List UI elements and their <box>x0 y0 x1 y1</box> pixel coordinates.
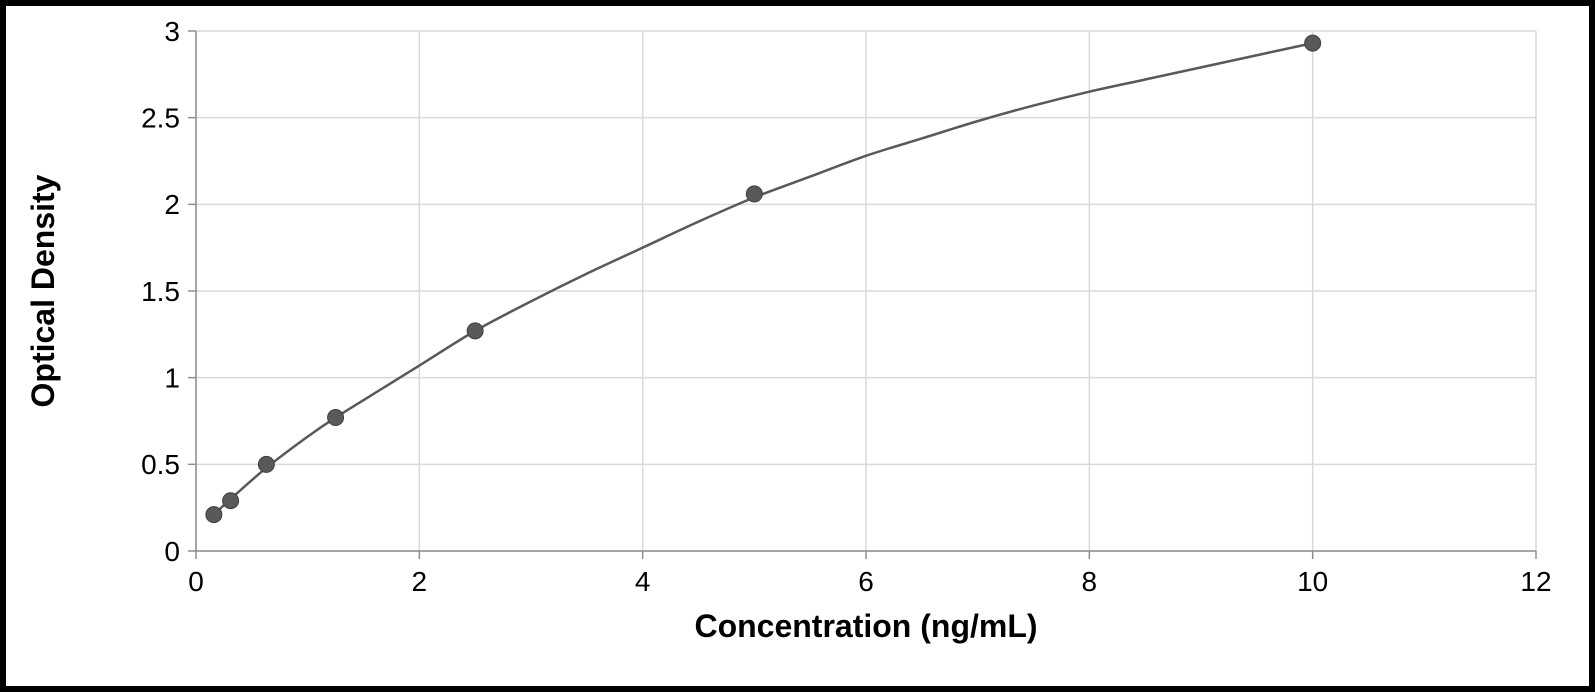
x-tick-label: 6 <box>858 566 874 597</box>
x-tick-label: 10 <box>1297 566 1328 597</box>
chart-outer-frame: 0 2 4 6 8 10 12 0 0.5 1 1.5 2 2.5 3 Concentration (ng/… <box>0 0 1595 692</box>
x-tick-label: 8 <box>1082 566 1098 597</box>
data-point-marker <box>1305 35 1321 51</box>
y-tick-label: 2.5 <box>141 102 180 133</box>
x-axis-label: Concentration (ng/mL) <box>694 608 1037 644</box>
x-tick-label: 4 <box>635 566 651 597</box>
x-tick-label: 12 <box>1520 566 1551 597</box>
data-point-marker <box>467 323 483 339</box>
y-tick-label: 2 <box>164 189 180 220</box>
y-tick-label: 0 <box>164 536 180 567</box>
y-tick-label: 0.5 <box>141 449 180 480</box>
chart-svg: 0 2 4 6 8 10 12 0 0.5 1 1.5 2 2.5 3 Concentration (ng/… <box>6 6 1589 686</box>
y-tick-label: 1 <box>164 362 180 393</box>
x-tick-label: 2 <box>412 566 428 597</box>
data-point-marker <box>223 493 239 509</box>
x-tick-label: 0 <box>188 566 204 597</box>
data-point-marker <box>206 507 222 523</box>
y-axis-label: Optical Density <box>25 174 61 407</box>
y-tick-label: 1.5 <box>141 276 180 307</box>
data-point-marker <box>258 456 274 472</box>
data-point-marker <box>328 410 344 426</box>
data-point-marker <box>746 186 762 202</box>
y-tick-label: 3 <box>164 16 180 47</box>
